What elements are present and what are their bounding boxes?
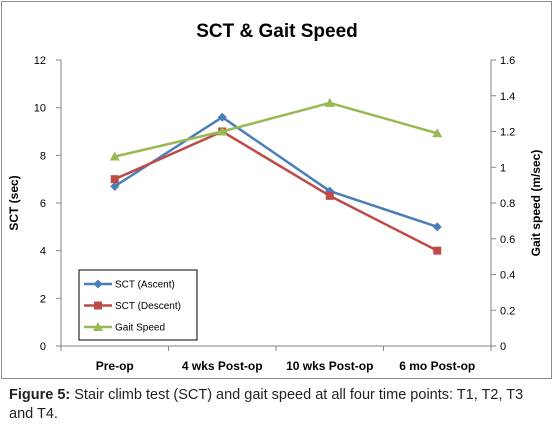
y-tick-label-left: 12	[34, 55, 46, 67]
legend-marker-gait-speed	[93, 322, 103, 331]
y-tick-label-right: 0.4	[500, 270, 515, 282]
series-line-gait-speed	[114, 101, 438, 158]
caption-text: Stair climb test (SCT) and gait speed at…	[9, 387, 524, 422]
x-tick-label: 10 wks Post-op	[286, 359, 373, 373]
y-tick-label-right: 1.4	[500, 91, 515, 103]
series-line-sct-ascent	[114, 115, 438, 229]
x-tick-label: 4 wks Post-op	[182, 359, 263, 373]
data-point-sct-ascent	[110, 181, 120, 191]
legend-label-sct-descent: SCT (Descent)	[115, 301, 181, 312]
y-tick-label-right: 1	[500, 162, 506, 174]
data-point-sct-descent	[110, 175, 119, 184]
y-tick-label-left: 4	[40, 246, 46, 258]
legend-marker-sct-ascent	[93, 279, 103, 289]
data-point-sct-ascent	[217, 112, 227, 122]
y-tick-label-left: 10	[34, 103, 46, 115]
y-tick-label-right: 1.6	[500, 55, 515, 67]
chart-title: SCT & Gait Speed	[196, 21, 358, 42]
y-tick-label-right: 0.2	[500, 305, 515, 317]
y-tick-label-right: 0.8	[500, 198, 515, 210]
data-point-sct-descent	[433, 246, 442, 255]
y-axis-title-right: Gait speed (m/sec)	[529, 150, 543, 257]
y-tick-label-right: 1.2	[500, 127, 515, 139]
data-point-gait-speed	[432, 128, 443, 138]
chart: SCT & Gait Speed 0 2 4 6 8 10 12 0 0.2 0.4 0.6 0.8 1 1…	[7, 21, 543, 373]
y-tick-label-left: 0	[40, 341, 46, 353]
data-point-sct-descent	[325, 191, 334, 200]
y-tick-label-left: 8	[40, 150, 46, 162]
data-point-gait-speed	[324, 97, 335, 107]
y-tick-label-right: 0.6	[500, 234, 515, 246]
legend-label-sct-ascent: SCT (Ascent)	[115, 280, 175, 291]
data-point-gait-speed	[217, 126, 228, 136]
y-tick-label-left: 2	[40, 293, 46, 305]
caption-label: Figure 5:	[9, 387, 71, 403]
x-tick-label: Pre-op	[96, 359, 134, 373]
x-tick-label: 6 mo Post-op	[399, 359, 475, 373]
y-tick-label-right: 0	[500, 341, 506, 353]
y-tick-label-left: 6	[40, 198, 46, 210]
y-axis-title-left: SCT (sec)	[7, 175, 21, 230]
data-point-gait-speed	[109, 151, 120, 161]
legend-label-gait-speed: Gait Speed	[115, 323, 165, 334]
legend-marker-sct-descent	[94, 301, 102, 310]
series-line-sct-descent	[114, 130, 438, 252]
data-point-sct-ascent	[432, 222, 442, 232]
figure-caption: Figure 5: Stair climb test (SCT) and gai…	[9, 386, 547, 424]
